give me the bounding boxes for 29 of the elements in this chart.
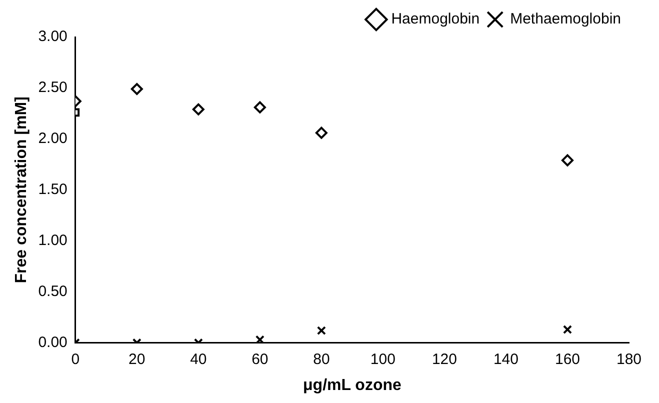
x-tick-label: 40 [190,350,207,368]
x-tick-label: 60 [252,350,268,368]
x-tick-label: 160 [554,350,580,368]
x-tick-label: 140 [493,350,518,368]
x-axis-title: μg/mL ozone [303,376,402,394]
legend-label: Haemoglobin [391,10,480,28]
legend-label: Methaemoglobin [510,10,622,28]
point [315,126,328,139]
y-tick-label: 0.00 [38,334,68,351]
y-tick-label: 0.50 [38,282,68,300]
x-tick-label: 120 [432,350,457,368]
y-axis-title: Free concentration [mM] [13,96,30,284]
x-tick-label: 180 [616,350,642,368]
x-tick-label: 80 [313,350,330,368]
x-tick-label: 100 [370,350,396,368]
point [562,325,572,334]
y-tick-label: 2.50 [38,79,68,96]
y-tick-label: 3.00 [38,28,68,46]
point [561,154,574,166]
point [254,101,266,114]
point [255,335,264,343]
y-tick-label: 1.50 [38,181,68,198]
point [130,82,143,95]
y-tick-label: 1.00 [38,232,68,250]
point [192,103,204,116]
point [316,326,326,336]
x-tick-label: 0 [71,350,80,368]
x-tick-label: 20 [128,350,146,368]
y-tick-label: 2.00 [38,130,68,148]
